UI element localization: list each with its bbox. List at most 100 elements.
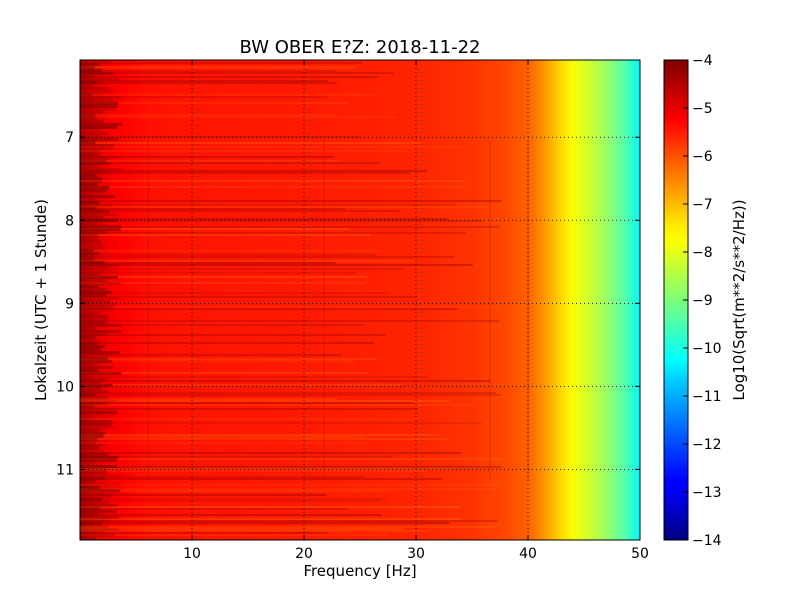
heatmap-row bbox=[80, 116, 396, 118]
heatmap-low-band bbox=[80, 69, 102, 72]
heatmap-row bbox=[80, 532, 328, 534]
heatmap-row bbox=[80, 380, 490, 382]
heatmap-row bbox=[80, 324, 364, 326]
heatmap-row bbox=[80, 400, 450, 402]
colorbar-tick-label: −14 bbox=[692, 533, 722, 549]
x-tick-label: 50 bbox=[631, 546, 649, 562]
heatmap-row bbox=[80, 514, 383, 516]
heatmap-row bbox=[80, 434, 439, 436]
heatmap-row bbox=[80, 354, 342, 356]
heatmap-low-band bbox=[80, 234, 98, 237]
heatmap-low-band bbox=[80, 114, 96, 117]
heatmap-low-band bbox=[80, 399, 118, 402]
heatmap-low-band bbox=[80, 177, 103, 180]
y-axis: 7 8 9 10 11 bbox=[56, 130, 640, 478]
colorbar-tick-label: −8 bbox=[692, 245, 713, 261]
heatmap-row bbox=[80, 520, 498, 522]
heatmap-low-band bbox=[80, 159, 107, 162]
heatmap-low-band bbox=[80, 291, 112, 294]
heatmap-row bbox=[80, 342, 375, 344]
y-tick-label: 10 bbox=[56, 379, 74, 395]
heatmap-row bbox=[80, 200, 502, 202]
heatmap-low-band bbox=[80, 318, 110, 321]
heatmap-row bbox=[80, 500, 380, 502]
y-tick-label: 11 bbox=[56, 462, 74, 478]
heatmap-row bbox=[80, 494, 327, 496]
heatmap-low-band bbox=[80, 150, 101, 153]
heatmap-area bbox=[80, 60, 640, 540]
heatmap-row bbox=[80, 438, 449, 440]
heatmap-low-band bbox=[80, 468, 107, 471]
heatmap-low-band bbox=[80, 396, 108, 399]
heatmap-row bbox=[80, 94, 376, 96]
heatmap-low-band bbox=[80, 450, 104, 453]
colorbar-tick-label: −13 bbox=[692, 485, 722, 501]
heatmap-low-band bbox=[80, 309, 111, 312]
heatmap-low-band bbox=[80, 285, 99, 288]
heatmap-low-band bbox=[80, 210, 110, 213]
heatmap-low-band bbox=[80, 132, 109, 135]
heatmap-low-band bbox=[80, 354, 113, 357]
heatmap-low-band bbox=[80, 192, 107, 195]
heatmap-row bbox=[80, 142, 422, 144]
y-tick-label: 7 bbox=[65, 130, 74, 146]
heatmap-low-band bbox=[80, 453, 109, 456]
heatmap-row bbox=[80, 262, 336, 264]
heatmap-low-band bbox=[80, 255, 95, 258]
heatmap-row bbox=[80, 96, 327, 98]
heatmap-low-band bbox=[80, 372, 122, 375]
heatmap-low-band bbox=[80, 213, 118, 216]
heatmap-low-band bbox=[80, 225, 121, 228]
heatmap-row bbox=[80, 282, 365, 284]
heatmap-row bbox=[80, 402, 414, 404]
heatmap-low-band bbox=[80, 489, 121, 492]
heatmap-low-band bbox=[80, 345, 105, 348]
heatmap-row bbox=[80, 172, 411, 174]
heatmap-low-band bbox=[80, 63, 100, 66]
heatmap-row bbox=[80, 226, 500, 228]
heatmap-low-band bbox=[80, 510, 117, 513]
heatmap-row bbox=[80, 476, 365, 478]
heatmap-low-band bbox=[80, 330, 121, 333]
y-tick-label: 8 bbox=[65, 213, 74, 229]
heatmap-low-band bbox=[80, 84, 93, 87]
heatmap-low-band bbox=[80, 180, 103, 183]
heatmap-low-band bbox=[80, 417, 94, 420]
heatmap-low-band bbox=[80, 189, 107, 192]
heatmap-row bbox=[80, 394, 501, 396]
heatmap-row bbox=[80, 526, 496, 528]
heatmap-low-band bbox=[80, 75, 96, 78]
heatmap-row bbox=[80, 334, 386, 336]
heatmap-low-band bbox=[80, 366, 114, 369]
heatmap-row bbox=[80, 186, 466, 188]
heatmap-low-band bbox=[80, 282, 122, 285]
heatmap-low-band bbox=[80, 435, 104, 438]
heatmap-low-band bbox=[80, 216, 104, 219]
heatmap-row bbox=[80, 204, 455, 206]
heatmap-low-band bbox=[80, 60, 112, 63]
y-axis-label: Lokalzeit (UTC + 1 Stunde) bbox=[32, 199, 50, 401]
heatmap-low-band bbox=[80, 294, 107, 297]
heatmap-low-band bbox=[80, 465, 118, 468]
heatmap-low-band bbox=[80, 441, 96, 444]
colorbar-ticks: −4 −5 −6 −7 −8 −9 −10 −11 −12 −13 −14 bbox=[683, 53, 722, 549]
heatmap-low-band bbox=[80, 204, 113, 207]
heatmap-row bbox=[80, 490, 387, 492]
heatmap-low-band bbox=[80, 342, 98, 345]
heatmap-low-band bbox=[80, 477, 105, 480]
heatmap-low-band bbox=[80, 156, 118, 159]
y-tick-label: 9 bbox=[65, 296, 74, 312]
x-tick-label: 30 bbox=[407, 546, 425, 562]
heatmap-low-band bbox=[80, 252, 99, 255]
heatmap-low-band bbox=[80, 492, 117, 495]
heatmap-low-band bbox=[80, 237, 99, 240]
heatmap-low-band bbox=[80, 168, 122, 171]
colorbar-tick-label: −7 bbox=[692, 197, 713, 213]
heatmap-low-band bbox=[80, 105, 118, 108]
heatmap-low-band bbox=[80, 81, 99, 84]
heatmap-low-band bbox=[80, 102, 119, 105]
heatmap-low-band bbox=[80, 261, 105, 264]
heatmap-low-band bbox=[80, 420, 113, 423]
heatmap-low-band bbox=[80, 90, 114, 93]
